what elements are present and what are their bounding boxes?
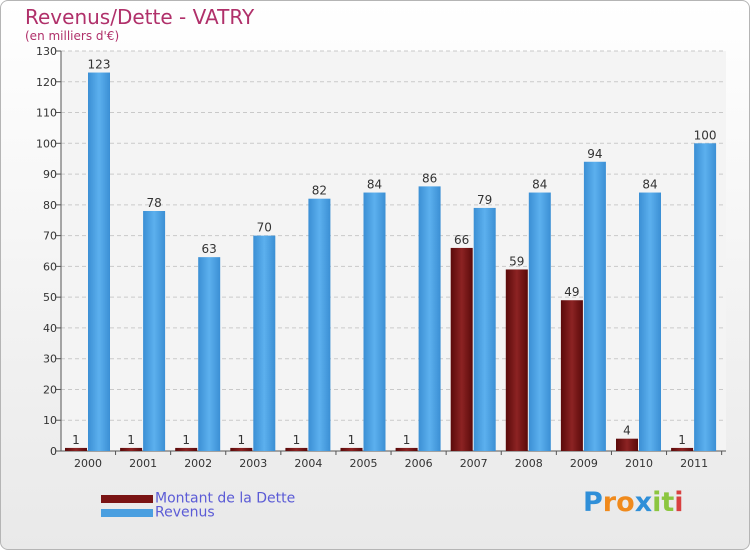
y-tick-label: 60 (43, 260, 57, 273)
bar-debt (560, 300, 583, 451)
proxiti-logo: Proxiti (583, 487, 684, 518)
logo-letter: i (674, 487, 684, 518)
data-label-revenue: 94 (587, 147, 602, 161)
data-label-revenue: 86 (422, 171, 437, 185)
bar-revenue (694, 143, 717, 452)
bar-debt (175, 447, 198, 451)
x-tick-label: 2010 (625, 457, 653, 470)
x-tick-label: 2004 (294, 457, 322, 470)
legend-swatch-debt (101, 494, 153, 503)
data-label-revenue: 100 (694, 128, 717, 142)
data-label-debt: 1 (182, 433, 190, 447)
legend-swatch-revenue (101, 508, 153, 517)
x-tick-label: 2002 (184, 457, 212, 470)
bar-revenue (418, 186, 441, 451)
logo-letter: i (652, 487, 662, 518)
logo-letter: o (616, 487, 635, 518)
bar-debt (65, 447, 87, 451)
x-tick-label: 2005 (350, 457, 378, 470)
y-tick-label: 30 (43, 353, 57, 366)
bar-debt (616, 438, 638, 451)
data-label-debt: 66 (454, 233, 469, 247)
logo-letter: t (661, 487, 675, 518)
data-label-debt: 1 (237, 433, 245, 447)
data-label-debt: 1 (678, 433, 686, 447)
y-tick-label: 90 (43, 168, 57, 181)
chart-title: Revenus/Dette - VATRY (25, 5, 255, 29)
data-label-revenue: 63 (202, 242, 217, 256)
x-tick-label: 2011 (680, 457, 708, 470)
legend-label-debt: Montant de la Dette (155, 490, 296, 507)
data-label-debt: 1 (293, 433, 301, 447)
data-label-debt: 1 (403, 433, 411, 447)
y-tick-label: 100 (36, 137, 57, 150)
bar-revenue (308, 198, 331, 451)
bar-revenue (639, 192, 661, 452)
y-tick-label: 20 (43, 383, 57, 396)
data-label-debt: 1 (127, 433, 135, 447)
x-tick-label: 2003 (239, 457, 267, 470)
y-tick-label: 0 (50, 445, 57, 458)
legend-label-revenue: Revenus (155, 504, 215, 521)
bar-revenue (528, 192, 551, 452)
data-label-revenue: 123 (88, 58, 111, 72)
data-label-debt: 4 (623, 424, 631, 438)
bar-revenue (583, 161, 606, 451)
chart-subtitle: (en milliers d'€) (25, 29, 120, 43)
data-label-revenue: 82 (312, 184, 327, 198)
y-tick-label: 40 (43, 322, 57, 335)
y-tick-label: 130 (36, 45, 57, 58)
x-tick-label: 2006 (405, 457, 433, 470)
plot-area (61, 51, 726, 451)
data-label-revenue: 79 (477, 193, 492, 207)
bar-debt (340, 447, 363, 451)
data-label-debt: 59 (509, 254, 524, 268)
data-label-revenue: 78 (146, 196, 161, 210)
bar-debt (505, 269, 528, 451)
legend-item-revenue: Revenus (101, 502, 215, 521)
x-tick-label: 2000 (74, 457, 102, 470)
x-tick-label: 2001 (129, 457, 157, 470)
bar-revenue (143, 211, 166, 451)
logo-letter: r (602, 487, 617, 518)
bar-revenue (88, 72, 110, 452)
bar-revenue (363, 192, 386, 452)
y-tick-label: 70 (43, 230, 57, 243)
data-label-revenue: 84 (367, 178, 382, 192)
bar-revenue (253, 235, 276, 451)
bar-debt (230, 447, 253, 451)
x-tick-label: 2008 (515, 457, 543, 470)
y-tick-label: 10 (43, 414, 57, 427)
bar-debt (120, 447, 143, 451)
logo-letter: x (634, 487, 653, 518)
bar-revenue (473, 207, 496, 451)
bar-debt (285, 447, 308, 451)
data-label-debt: 49 (564, 285, 579, 299)
x-tick-label: 2007 (460, 457, 488, 470)
logo-letter: P (583, 487, 603, 518)
y-tick-label: 50 (43, 291, 57, 304)
data-label-revenue: 70 (257, 221, 272, 235)
bar-debt (450, 247, 473, 451)
bar-debt (671, 447, 694, 451)
data-label-revenue: 84 (532, 178, 547, 192)
y-tick-label: 110 (36, 107, 57, 120)
y-tick-label: 80 (43, 199, 57, 212)
x-tick-label: 2009 (570, 457, 598, 470)
bar-revenue (198, 257, 221, 451)
legend-item-debt: Montant de la Dette (101, 488, 295, 507)
data-label-debt: 1 (72, 433, 80, 447)
data-label-debt: 1 (348, 433, 356, 447)
y-tick-label: 120 (36, 76, 57, 89)
bar-debt (395, 447, 418, 451)
data-label-revenue: 84 (642, 178, 657, 192)
